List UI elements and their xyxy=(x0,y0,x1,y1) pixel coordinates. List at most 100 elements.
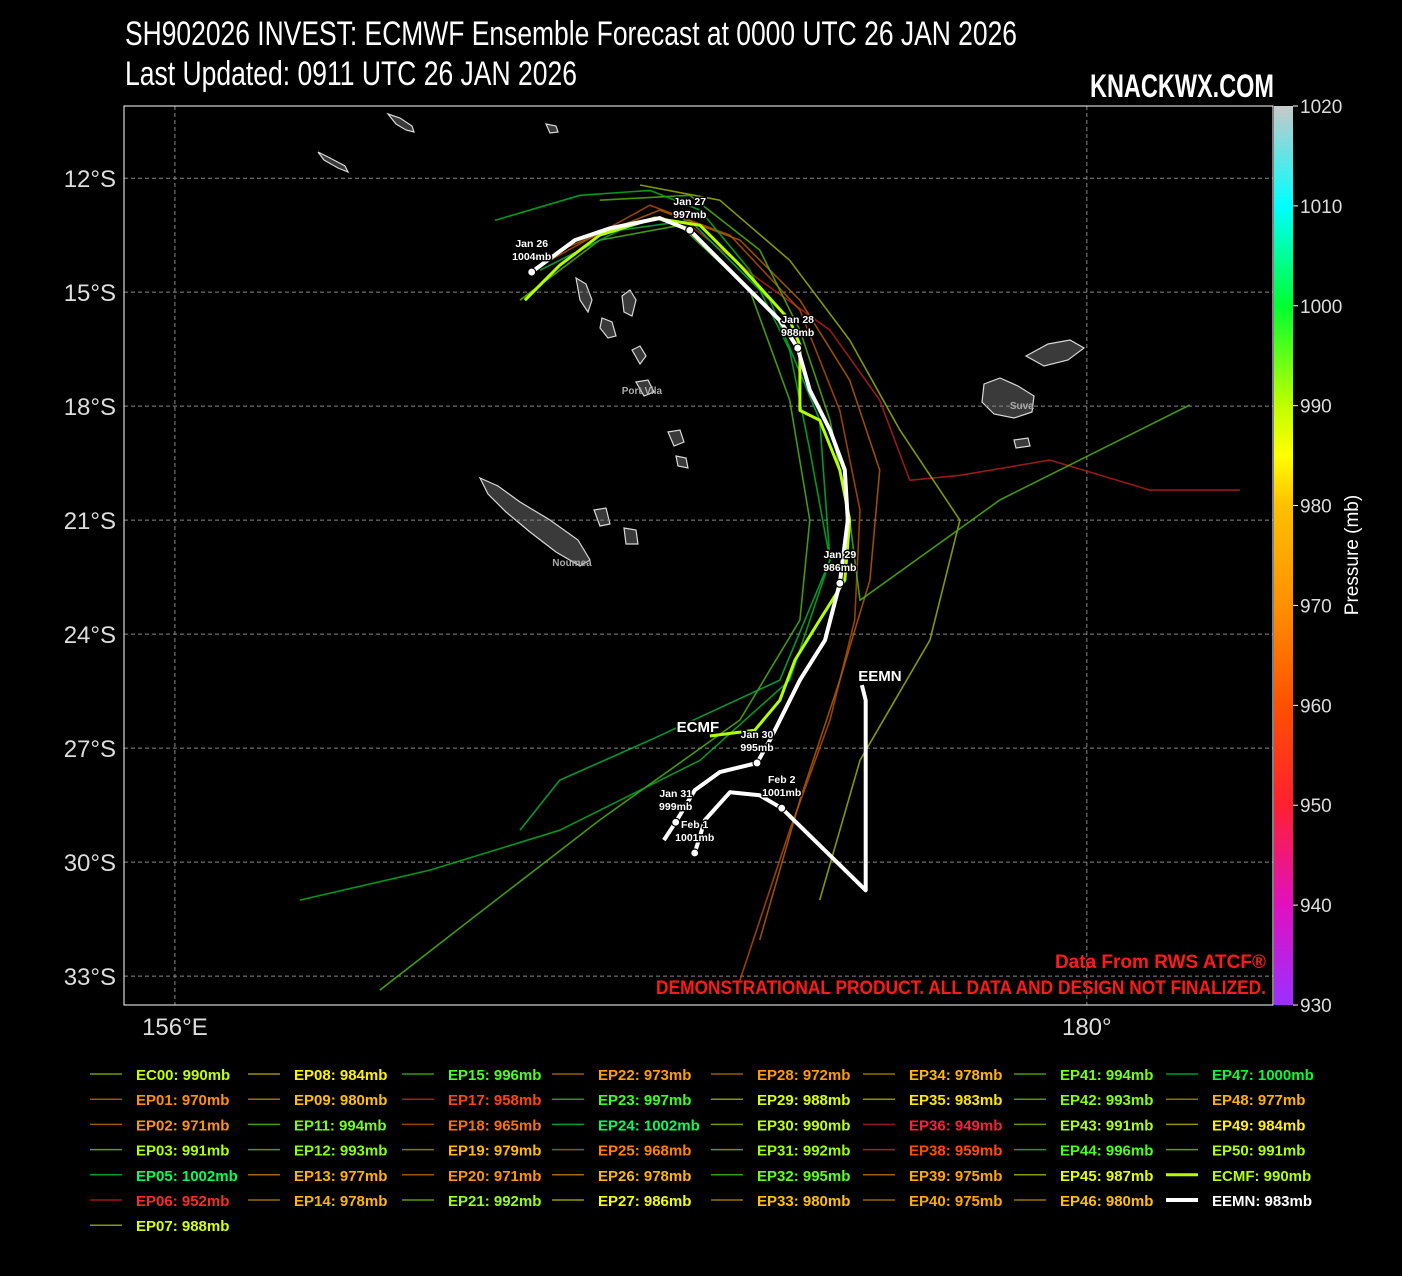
legend-label: EP34: 978mb xyxy=(909,1067,1002,1084)
map-frame xyxy=(123,105,1274,1006)
legend-label: EP30: 990mb xyxy=(757,1117,850,1134)
x-tick-label: 180° xyxy=(1062,1014,1112,1041)
island xyxy=(675,455,689,469)
place-label: Suva xyxy=(1010,401,1034,412)
point-pressure: 1001mb xyxy=(675,832,714,844)
member-track xyxy=(599,194,1191,602)
colorbar-tick-label: 1010 xyxy=(1300,197,1342,218)
colorbar-tick-label: 960 xyxy=(1300,696,1332,717)
legend-label: EP43: 991mb xyxy=(1060,1117,1153,1134)
y-tick-label: 24°S xyxy=(64,622,116,649)
legend-label: EP03: 991mb xyxy=(136,1143,229,1160)
legend-label: EP50: 991mb xyxy=(1212,1143,1305,1160)
legend-label: EP21: 992mb xyxy=(448,1193,541,1210)
legend-label: EP35: 983mb xyxy=(909,1092,1002,1109)
credit: Data From RWS ATCF® xyxy=(1055,952,1266,973)
legend-label: ECMF: 990mb xyxy=(1212,1168,1311,1185)
legend-label: EP09: 980mb xyxy=(294,1092,387,1109)
colorbar-tick-label: 950 xyxy=(1300,796,1332,817)
legend-label: EP02: 971mb xyxy=(136,1117,229,1134)
legend-label: EP44: 996mb xyxy=(1060,1143,1153,1160)
place-label: Port Vila xyxy=(622,386,663,397)
legend-label: EP28: 972mb xyxy=(757,1067,850,1084)
point-date: Jan 26 xyxy=(515,238,548,250)
legend-label: EP38: 959mb xyxy=(909,1143,1002,1160)
point-date: Jan 31 xyxy=(659,788,692,800)
legend-label: EP39: 975mb xyxy=(909,1168,1002,1185)
legend-label: EP49: 984mb xyxy=(1212,1117,1305,1134)
legend-label: EP20: 971mb xyxy=(448,1168,541,1185)
disclaimer: DEMONSTRATIONAL PRODUCT. ALL DATA AND DE… xyxy=(656,978,1266,999)
legend-label: EP01: 970mb xyxy=(136,1092,229,1109)
forecast-point xyxy=(835,578,845,588)
member-track xyxy=(299,189,831,901)
legend-label: EP41: 994mb xyxy=(1060,1067,1153,1084)
legend-label: EP40: 975mb xyxy=(909,1193,1002,1210)
legend-label: EP36: 949mb xyxy=(909,1117,1002,1134)
member-track xyxy=(639,184,961,901)
island xyxy=(317,151,350,174)
y-tick-label: 12°S xyxy=(64,166,116,193)
forecast-point xyxy=(671,817,681,827)
legend-label: EP18: 965mb xyxy=(448,1117,541,1134)
y-tick-label: 33°S xyxy=(64,964,116,991)
forecast-point xyxy=(793,343,803,353)
island xyxy=(544,123,559,134)
legend-label: EP08: 984mb xyxy=(294,1067,387,1084)
axes: 12°S 15°S 18°S 21°S 24°S 27°S 30°S 33°S 156°E 180… xyxy=(64,166,1112,1041)
legend-label: EP14: 978mb xyxy=(294,1193,387,1210)
point-date: Jan 29 xyxy=(823,549,856,561)
point-date: Feb 2 xyxy=(768,774,796,786)
track-label: EEMN xyxy=(858,668,901,685)
chart-subtitle: Last Updated: 0911 UTC 26 JAN 2026 xyxy=(125,55,577,93)
legend-label: EP29: 988mb xyxy=(757,1092,850,1109)
legend: EC00: 990mb EP01: 970mb EP02: 971mb EP03: 9… xyxy=(90,1067,1314,1235)
legend-label: EP22: 973mb xyxy=(598,1067,691,1084)
point-pressure: 986mb xyxy=(823,562,856,574)
colorbar-tick-label: 990 xyxy=(1300,397,1332,418)
legend-label: EP12: 993mb xyxy=(294,1143,387,1160)
legend-label: EP33: 980mb xyxy=(757,1193,850,1210)
grid xyxy=(124,106,1273,1005)
island xyxy=(635,379,655,397)
y-tick-label: 15°S xyxy=(64,280,116,307)
forecast-point xyxy=(752,758,762,768)
legend-label: EP15: 996mb xyxy=(448,1067,541,1084)
legend-label: EP11: 994mb xyxy=(294,1117,387,1134)
member-track xyxy=(379,224,811,991)
legend-label: EP42: 993mb xyxy=(1060,1092,1153,1109)
point-date: Jan 30 xyxy=(741,729,774,741)
point-date: Jan 27 xyxy=(673,196,706,208)
legend-label: EP32: 995mb xyxy=(757,1168,850,1185)
legend-label: EP26: 978mb xyxy=(598,1168,691,1185)
point-date: Jan 28 xyxy=(781,314,814,326)
y-tick-label: 30°S xyxy=(64,850,116,877)
legend-label: EP23: 997mb xyxy=(598,1092,691,1109)
place-label: Noumea xyxy=(552,558,592,569)
island xyxy=(386,112,415,133)
colorbar-tick-label: 970 xyxy=(1300,596,1332,617)
legend-label: EP17: 958mb xyxy=(448,1092,541,1109)
legend-label: EP05: 1002mb xyxy=(136,1168,238,1185)
colorbar-tick-label: 980 xyxy=(1300,497,1332,518)
point-date: Feb 1 xyxy=(681,819,709,831)
main-track xyxy=(530,216,868,893)
island xyxy=(599,317,617,339)
point-pressure: 997mb xyxy=(673,209,706,221)
chart-title: SH902026 INVEST: ECMWF Ensemble Forecast… xyxy=(125,15,1017,53)
island xyxy=(478,476,591,567)
member-track xyxy=(519,219,831,831)
colorbar-tick-label: 940 xyxy=(1300,896,1332,917)
island xyxy=(593,507,611,527)
coastlines xyxy=(317,112,1086,567)
colorbar-tick-label: 1020 xyxy=(1300,97,1342,118)
legend-label: EEMN: 983mb xyxy=(1212,1193,1312,1210)
legend-label: EP24: 1002mb xyxy=(598,1117,700,1134)
island xyxy=(631,345,647,366)
island xyxy=(575,276,593,314)
colorbar-tick-label: 930 xyxy=(1300,996,1332,1017)
